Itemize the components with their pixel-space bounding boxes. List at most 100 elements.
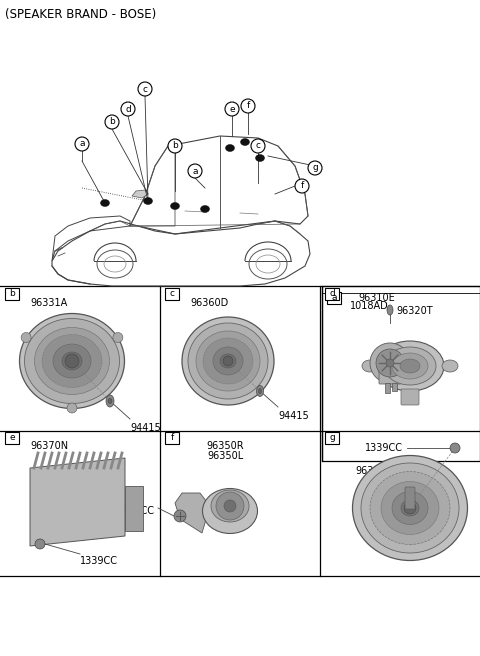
Ellipse shape (100, 199, 109, 207)
FancyBboxPatch shape (392, 383, 397, 391)
Ellipse shape (182, 317, 274, 405)
Text: 1339CC: 1339CC (80, 556, 118, 566)
Circle shape (174, 510, 186, 522)
Ellipse shape (35, 327, 109, 394)
Text: 94415: 94415 (278, 411, 309, 421)
Text: f: f (300, 182, 304, 190)
FancyBboxPatch shape (325, 288, 339, 300)
Circle shape (386, 359, 394, 367)
Text: c: c (143, 85, 147, 94)
Circle shape (241, 99, 255, 113)
Text: e: e (229, 104, 235, 113)
Text: 1018AD: 1018AD (350, 301, 389, 311)
Ellipse shape (170, 203, 180, 209)
Ellipse shape (240, 138, 250, 146)
Circle shape (21, 333, 31, 342)
Text: 96350R: 96350R (206, 441, 244, 451)
Text: e: e (9, 434, 15, 443)
Ellipse shape (381, 482, 439, 535)
Circle shape (216, 492, 244, 520)
Circle shape (308, 161, 322, 175)
Circle shape (224, 500, 236, 512)
Ellipse shape (361, 463, 459, 553)
FancyBboxPatch shape (5, 288, 19, 300)
Ellipse shape (387, 305, 393, 315)
Text: f: f (170, 434, 174, 443)
Circle shape (223, 356, 233, 366)
Circle shape (450, 443, 460, 453)
Ellipse shape (196, 331, 260, 391)
Ellipse shape (62, 352, 82, 370)
Ellipse shape (203, 489, 257, 533)
Text: 96370N: 96370N (30, 441, 68, 451)
Text: b: b (172, 142, 178, 150)
Text: (SPEAKER BRAND - BOSE): (SPEAKER BRAND - BOSE) (5, 8, 156, 21)
Ellipse shape (352, 455, 468, 560)
Text: c: c (169, 289, 175, 298)
Ellipse shape (401, 500, 419, 516)
Ellipse shape (53, 344, 91, 378)
Circle shape (168, 139, 182, 153)
Text: 96371: 96371 (355, 466, 386, 476)
Text: a: a (331, 293, 337, 302)
Text: 96360D: 96360D (190, 298, 228, 308)
Circle shape (75, 137, 89, 151)
Circle shape (138, 82, 152, 96)
Text: 1339CC: 1339CC (117, 506, 155, 516)
Text: g: g (312, 163, 318, 173)
Circle shape (251, 139, 265, 153)
Text: b: b (109, 117, 115, 127)
Circle shape (35, 539, 45, 549)
Circle shape (65, 354, 79, 368)
FancyBboxPatch shape (5, 432, 19, 444)
FancyBboxPatch shape (165, 432, 179, 444)
Ellipse shape (226, 144, 235, 152)
Ellipse shape (106, 395, 114, 407)
Ellipse shape (24, 319, 120, 403)
FancyBboxPatch shape (401, 389, 419, 405)
Ellipse shape (144, 197, 153, 205)
Text: d: d (329, 289, 335, 298)
Text: 96320T: 96320T (396, 306, 432, 316)
Circle shape (376, 349, 404, 377)
Ellipse shape (256, 386, 264, 396)
Ellipse shape (203, 338, 253, 384)
Circle shape (105, 115, 119, 129)
Ellipse shape (400, 359, 420, 373)
Text: g: g (329, 434, 335, 443)
FancyBboxPatch shape (379, 370, 401, 384)
Circle shape (188, 164, 202, 178)
Text: a: a (192, 167, 198, 176)
Circle shape (225, 102, 239, 116)
Ellipse shape (384, 347, 436, 385)
FancyBboxPatch shape (405, 487, 415, 509)
Ellipse shape (211, 490, 249, 522)
FancyBboxPatch shape (385, 383, 390, 393)
Circle shape (67, 403, 77, 413)
FancyBboxPatch shape (125, 486, 143, 531)
Ellipse shape (188, 323, 268, 399)
Circle shape (404, 502, 416, 514)
Text: f: f (246, 102, 250, 110)
Text: 1339CC: 1339CC (365, 443, 403, 453)
Circle shape (370, 343, 410, 383)
Ellipse shape (220, 354, 236, 368)
Ellipse shape (255, 155, 264, 161)
Ellipse shape (370, 472, 450, 544)
Ellipse shape (392, 353, 428, 379)
Ellipse shape (20, 314, 124, 409)
Ellipse shape (442, 360, 458, 372)
Text: 96310E: 96310E (358, 293, 395, 303)
Ellipse shape (259, 388, 262, 394)
Text: 96331A: 96331A (30, 298, 67, 308)
Text: 94415: 94415 (130, 423, 161, 433)
Ellipse shape (376, 341, 444, 391)
Ellipse shape (362, 360, 378, 372)
FancyBboxPatch shape (325, 432, 339, 444)
Circle shape (113, 333, 123, 342)
Polygon shape (30, 458, 125, 546)
Text: d: d (125, 104, 131, 113)
Circle shape (121, 102, 135, 116)
Ellipse shape (42, 335, 102, 388)
Text: b: b (9, 289, 15, 298)
